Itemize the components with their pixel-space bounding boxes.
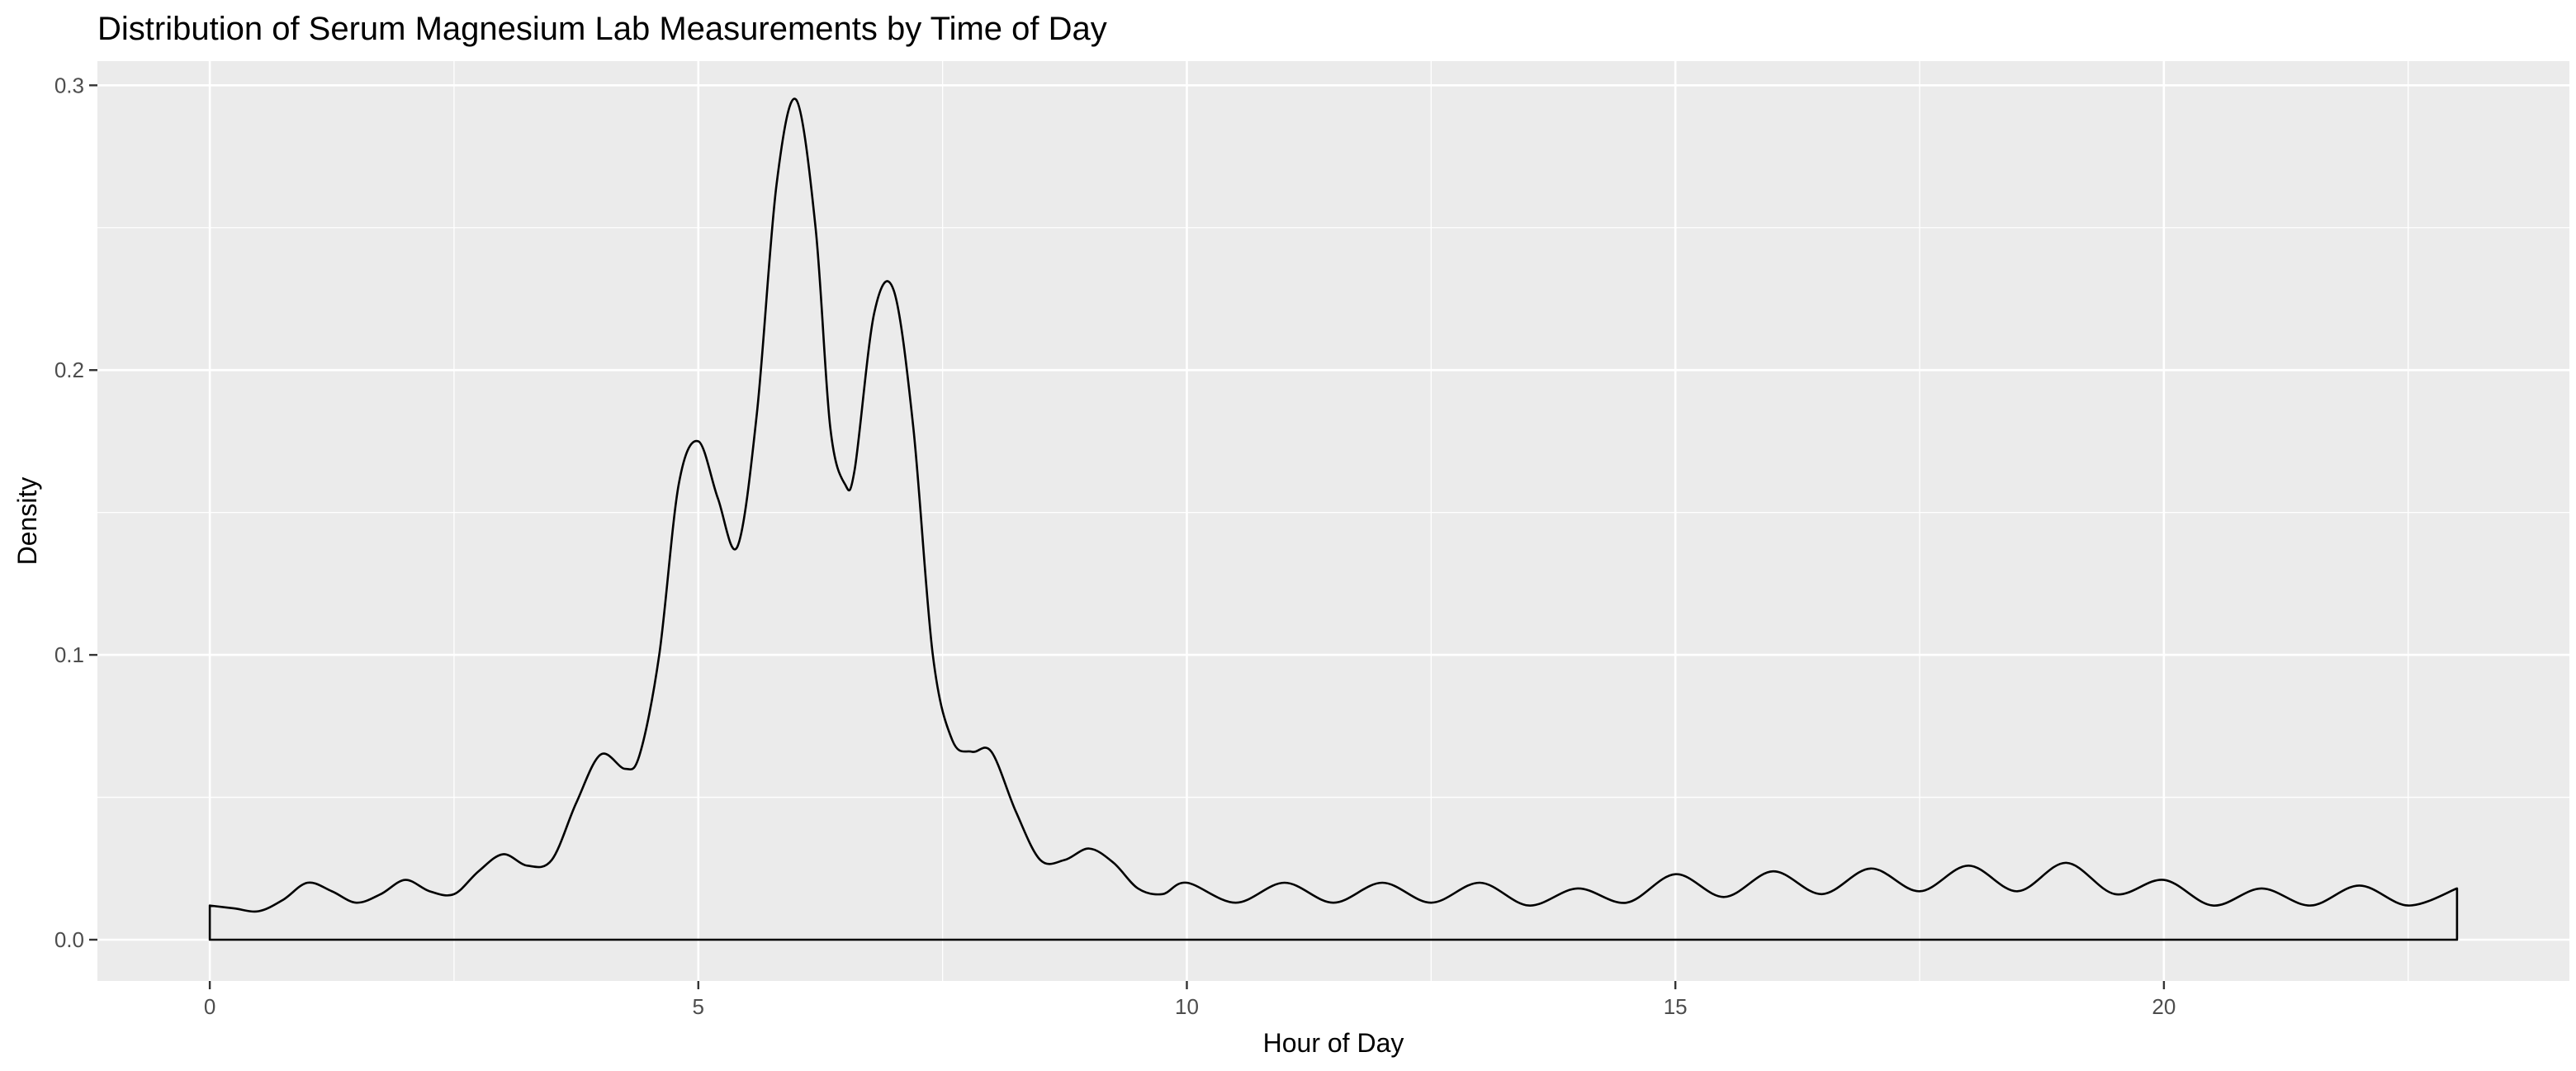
x-tick-label: 5	[693, 994, 704, 1019]
y-tick-label: 0.0	[54, 927, 84, 952]
y-tick-label: 0.2	[54, 358, 84, 382]
x-tick-label: 0	[204, 994, 215, 1019]
x-tick-label: 20	[2152, 994, 2176, 1019]
axes: 0 5 10 15 20 0.0 0.1 0.2 0.3	[54, 73, 2176, 1019]
chart-title: Distribution of Serum Magnesium Lab Meas…	[97, 11, 1107, 47]
x-axis-title: Hour of Day	[1263, 1028, 1404, 1058]
plot-panel	[97, 61, 2569, 981]
x-tick-label: 15	[1664, 994, 1688, 1019]
x-tick-label: 10	[1175, 994, 1199, 1019]
y-tick-label: 0.1	[54, 642, 84, 667]
y-tick-label: 0.3	[54, 73, 84, 97]
y-axis-title: Density	[12, 477, 42, 566]
density-curve	[208, 97, 2459, 941]
